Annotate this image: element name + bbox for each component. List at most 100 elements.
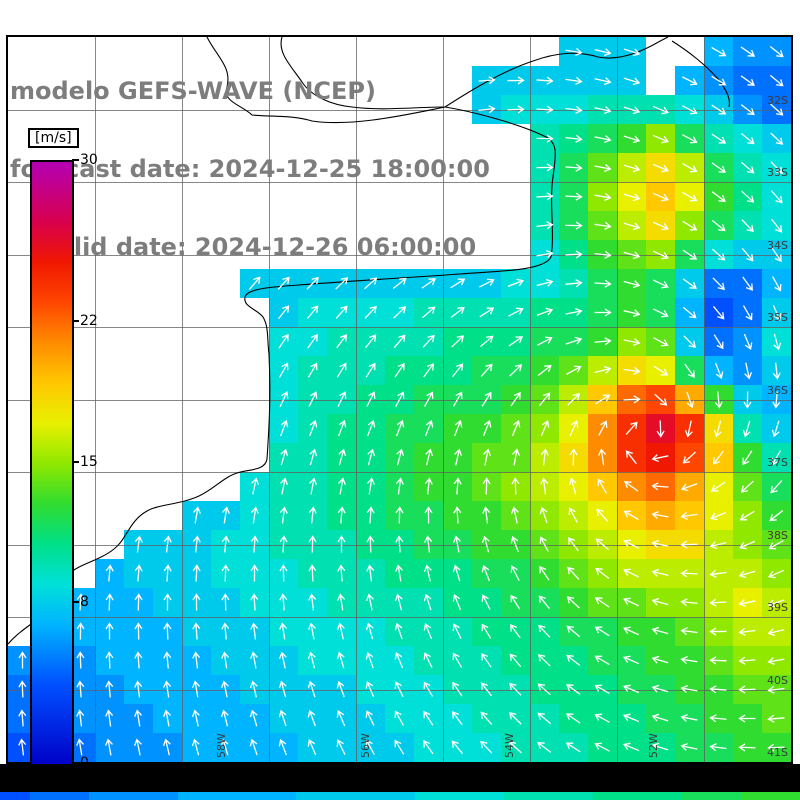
- wind-arrow: [682, 76, 698, 86]
- grid-line-horizontal: [8, 109, 791, 111]
- edge-strip-cell: [59, 792, 90, 800]
- title-block: modelo GEFS-WAVE (NCEP) forecast date: 2…: [10, 26, 490, 312]
- wind-arrow: [133, 738, 142, 756]
- wind-arrow: [192, 506, 201, 524]
- wind-arrow: [537, 683, 551, 696]
- wind-arrow: [395, 477, 404, 495]
- wind-arrow: [569, 420, 579, 437]
- wind-arrow: [309, 448, 318, 466]
- wind-arrow: [280, 448, 289, 466]
- wind-arrow: [682, 249, 698, 260]
- wind-arrow: [651, 482, 669, 491]
- edge-strip-cell: [414, 792, 445, 800]
- wind-arrow: [278, 362, 289, 378]
- wind-arrow: [452, 564, 461, 582]
- wind-arrow: [221, 651, 230, 669]
- wind-arrow: [709, 714, 727, 723]
- wind-arrow: [478, 105, 496, 114]
- wind-arrow: [714, 362, 724, 380]
- wind-arrow: [479, 307, 495, 318]
- wind-arrow: [452, 711, 463, 726]
- wind-arrow: [738, 627, 756, 636]
- wind-arrow: [482, 419, 492, 437]
- wind-arrow: [424, 419, 434, 437]
- wind-arrow: [536, 134, 554, 143]
- wind-arrow: [308, 564, 317, 582]
- wind-arrow: [452, 681, 463, 697]
- wind-arrow: [651, 742, 669, 751]
- wind-arrow: [773, 333, 782, 351]
- wind-arrow: [598, 420, 608, 436]
- wind-arrow: [684, 420, 693, 438]
- wind-arrow: [625, 421, 638, 435]
- wind-arrow: [450, 278, 466, 289]
- wind-arrow: [623, 48, 641, 57]
- wind-arrow: [480, 363, 493, 377]
- wind-arrow: [336, 334, 348, 349]
- wave-map: [6, 35, 793, 764]
- wind-arrow: [594, 337, 612, 346]
- edge-strip-cell: [148, 792, 179, 800]
- wind-arrow: [539, 536, 549, 552]
- lon-label: 52W: [647, 733, 660, 758]
- wind-arrow: [134, 709, 143, 727]
- lat-label: 32S: [767, 93, 788, 107]
- wind-arrow: [625, 450, 637, 465]
- wind-arrow: [364, 305, 377, 319]
- wind-arrow: [651, 568, 669, 577]
- wind-arrow: [482, 506, 491, 524]
- wind-arrow: [623, 597, 640, 607]
- wind-arrow: [682, 134, 698, 144]
- wind-arrow: [594, 655, 610, 666]
- wind-arrow: [594, 77, 612, 86]
- wind-arrow: [250, 564, 259, 582]
- wind-arrow: [651, 655, 669, 664]
- wind-arrow: [767, 685, 785, 694]
- wind-arrow: [279, 593, 288, 611]
- wind-arrow: [366, 564, 375, 582]
- wind-arrow: [709, 511, 727, 521]
- wind-arrow: [567, 537, 579, 552]
- wind-arrow: [567, 566, 580, 580]
- wind-arrow: [508, 741, 522, 754]
- wind-arrow: [711, 46, 727, 57]
- wind-arrow: [220, 709, 229, 727]
- wind-arrow: [536, 221, 554, 230]
- wind-arrow: [395, 506, 404, 524]
- edge-strip-cell: [296, 792, 327, 800]
- wind-arrow: [76, 680, 85, 698]
- wind-arrow: [682, 451, 696, 464]
- wind-arrow: [651, 511, 669, 520]
- wind-arrow: [221, 593, 230, 611]
- wind-arrow: [594, 48, 612, 57]
- colorbar-unit-label: [m/s]: [28, 128, 79, 148]
- wind-arrow: [507, 76, 525, 85]
- wind-arrow: [394, 681, 404, 697]
- wind-arrow: [598, 448, 607, 466]
- wind-arrow: [683, 335, 697, 349]
- wind-arrow: [738, 714, 756, 723]
- wind-arrow: [18, 738, 27, 756]
- wind-arrow: [594, 279, 612, 288]
- wind-arrow: [709, 569, 727, 578]
- wind-arrow: [453, 506, 462, 524]
- wind-arrow: [452, 593, 462, 611]
- wind-arrow: [709, 685, 727, 694]
- wind-arrow: [622, 742, 640, 752]
- wind-arrow: [278, 305, 290, 320]
- wind-arrow: [453, 419, 463, 437]
- wind-arrow: [738, 656, 756, 665]
- wind-arrow: [250, 593, 259, 611]
- wind-arrow: [623, 684, 640, 694]
- edge-strip-cell: [622, 792, 653, 800]
- wind-arrow: [508, 712, 522, 725]
- wind-arrow: [480, 682, 492, 697]
- wind-arrow: [250, 535, 259, 553]
- edge-strip-cell: [651, 792, 682, 800]
- wind-arrow: [767, 743, 785, 752]
- wind-arrow: [510, 624, 521, 639]
- wind-arrow: [772, 276, 782, 292]
- wind-arrow: [680, 742, 698, 751]
- wind-arrow: [453, 535, 461, 553]
- wind-arrow: [652, 250, 669, 260]
